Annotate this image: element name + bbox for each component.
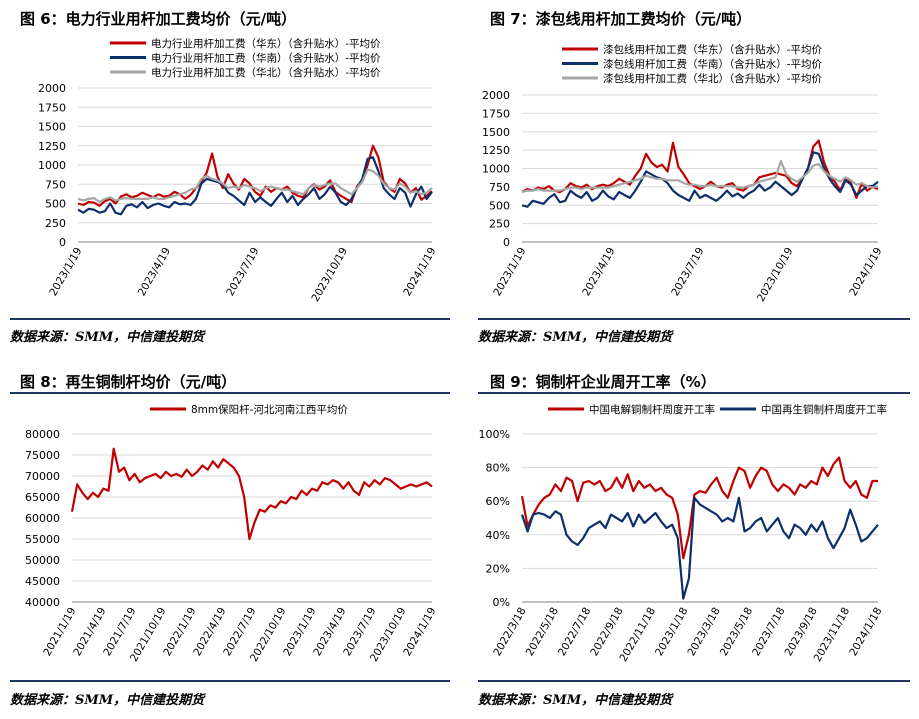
x-tick-label: 2024/1/18 xyxy=(847,606,884,659)
x-tick-label: 2023/10/19 xyxy=(755,246,796,304)
y-tick-label: 75000 xyxy=(25,449,60,462)
x-tick-label: 2023/7/18 xyxy=(750,606,787,659)
figure-7-chart: 0 250 500 750 1000 1250 1500 1750 2000 2023/1/19 2… xyxy=(482,43,885,304)
series-line-1 xyxy=(521,139,879,199)
figure-6-rule xyxy=(10,318,450,320)
legend-label: 中国再生铜制杆周度开工率 xyxy=(761,403,887,416)
x-tick-label: 2022/7/18 xyxy=(556,606,593,659)
series-line-2 xyxy=(77,156,433,216)
figure-9-source: 数据来源：SMM，中信建投期货 xyxy=(478,693,673,708)
legend-label: 电力行业用杆加工费（华南）（含升贴水）-平均价 xyxy=(151,52,381,65)
y-tick-label: 250 xyxy=(45,217,66,230)
y-tick-label: 80% xyxy=(486,462,510,475)
legend-label: 电力行业用杆加工费（华东）（含升贴水）-平均价 xyxy=(151,37,381,50)
x-tick-label: 2022/5/18 xyxy=(524,606,561,659)
y-tick-label: 250 xyxy=(489,218,510,231)
x-tick-label: 2023/1/19 xyxy=(47,246,84,299)
y-tick-label: 40000 xyxy=(25,596,60,609)
legend-label: 8mm保阳杆-河北河南江西平均价 xyxy=(191,403,348,416)
figure-8-rule xyxy=(10,680,450,682)
figure-6-chart: 0 250 500 750 1000 1250 1500 1750 2000 2023/1/19 2… xyxy=(38,37,439,304)
y-tick-label: 50000 xyxy=(25,554,60,567)
y-tick-label: 100% xyxy=(479,428,510,441)
x-tick-label: 2023/7/19 xyxy=(669,246,706,299)
y-tick-label: 0% xyxy=(493,596,510,609)
x-tick-label: 2023/4/19 xyxy=(580,246,617,299)
y-tick-label: 1000 xyxy=(482,163,510,176)
y-tick-label: 750 xyxy=(489,181,510,194)
y-tick-label: 1500 xyxy=(482,126,510,139)
x-tick-label: 2022/9/18 xyxy=(588,606,625,659)
figure-7-source: 数据来源：SMM，中信建投期货 xyxy=(478,330,673,345)
y-tick-label: 60% xyxy=(486,495,510,508)
figure-6-title: 图 6：电力行业用杆加工费均价（元/吨） xyxy=(20,10,297,28)
x-tick-label: 2023/1/18 xyxy=(653,606,690,659)
x-tick-label: 2023/7/19 xyxy=(224,246,261,299)
series-line-1 xyxy=(70,447,433,541)
series-line-2 xyxy=(521,151,879,208)
y-tick-label: 60000 xyxy=(25,512,60,525)
x-tick-label: 2023/3/18 xyxy=(685,606,722,659)
y-tick-label: 1750 xyxy=(482,107,510,120)
y-tick-label: 500 xyxy=(489,199,510,212)
legend-label: 中国电解铜制杆周度开工率 xyxy=(589,403,715,416)
y-tick-label: 45000 xyxy=(25,575,60,588)
figure-9-title: 图 9：铜制杆企业周开工率（%） xyxy=(490,373,716,391)
y-tick-label: 0 xyxy=(503,236,510,249)
y-tick-label: 80000 xyxy=(25,428,60,441)
y-tick-label: 55000 xyxy=(25,533,60,546)
figure-8-source: 数据来源：SMM，中信建投期货 xyxy=(10,693,205,708)
y-tick-label: 1000 xyxy=(38,159,66,172)
y-tick-label: 1500 xyxy=(38,121,66,134)
y-tick-label: 65000 xyxy=(25,491,60,504)
x-tick-label: 2022/3/18 xyxy=(491,606,528,659)
x-tick-label: 2024/1/19 xyxy=(847,246,884,299)
figure-7-title: 图 7：漆包线用杆加工费均价（元/吨） xyxy=(490,10,752,28)
y-tick-label: 1250 xyxy=(38,140,66,153)
series-line-1 xyxy=(520,456,878,560)
figure-8-chart: 40000 45000 50000 55000 60000 65000 70000 75000… xyxy=(25,403,439,664)
figure-6-source: 数据来源：SMM，中信建投期货 xyxy=(10,330,205,345)
x-tick-label: 2023/5/18 xyxy=(718,606,755,659)
legend-label: 漆包线用杆加工费（华南）（含升贴水）-平均价 xyxy=(603,58,823,71)
y-tick-label: 40% xyxy=(486,529,510,542)
series-line-2 xyxy=(520,496,879,600)
y-tick-label: 750 xyxy=(45,178,66,191)
x-tick-label: 2024/1/19 xyxy=(401,246,438,299)
x-tick-label: 2023/1/19 xyxy=(491,246,528,299)
x-tick-label: 2023/10/19 xyxy=(309,246,350,304)
figure-8-title: 图 8：再生铜制杆均价（元/吨） xyxy=(20,373,237,391)
legend-label: 电力行业用杆加工费（华北）（含升贴水）-平均价 xyxy=(151,66,381,79)
y-tick-label: 1750 xyxy=(38,101,66,114)
y-tick-label: 500 xyxy=(45,198,66,211)
legend-label: 漆包线用杆加工费（华东）（含升贴水）-平均价 xyxy=(603,43,823,56)
series-line-1 xyxy=(77,144,433,207)
figure-8-top-rule xyxy=(10,392,450,394)
y-tick-label: 2000 xyxy=(482,89,510,102)
y-tick-label: 2000 xyxy=(38,82,66,95)
figure-9-rule xyxy=(478,680,910,682)
y-tick-label: 20% xyxy=(486,562,510,575)
x-tick-label: 2023/9/18 xyxy=(783,606,820,659)
y-tick-label: 70000 xyxy=(25,470,60,483)
figure-9-top-rule xyxy=(478,392,910,394)
figure-7-rule xyxy=(478,318,910,320)
series-line-3 xyxy=(521,160,879,194)
figure-9-chart: 0%20%40%60%80%100%2022/3/182022/5/182022… xyxy=(479,403,887,664)
legend-label: 漆包线用杆加工费（华北）（含升贴水）-平均价 xyxy=(603,72,823,85)
y-tick-label: 1250 xyxy=(482,144,510,157)
y-tick-label: 0 xyxy=(59,236,66,249)
x-tick-label: 2023/4/19 xyxy=(136,246,173,299)
series-line-3 xyxy=(77,168,433,204)
